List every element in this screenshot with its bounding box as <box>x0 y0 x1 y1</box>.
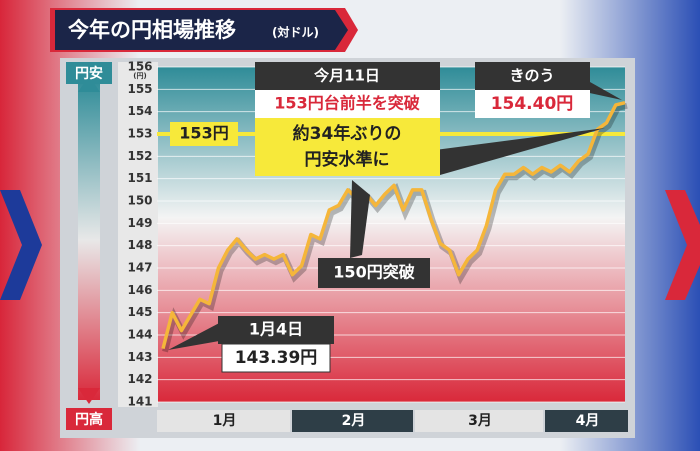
side-arrow <box>78 80 100 400</box>
y-tick-label: 145 <box>127 305 152 319</box>
x-tick-label: 2月 <box>342 413 366 429</box>
right-chevron <box>665 190 700 300</box>
callout-box <box>218 316 334 344</box>
x-tick-label: 4月 <box>576 413 600 429</box>
annotation: 円安水準に <box>305 149 390 170</box>
y-tick-label: 143 <box>127 350 152 364</box>
annotation: 143.39円 <box>235 348 318 368</box>
left-chevron <box>0 190 42 300</box>
title-box <box>55 10 348 50</box>
annotation: 約34年ぶりの <box>293 123 402 144</box>
callout-box <box>475 90 590 118</box>
annotation: 150円突破 <box>333 263 414 282</box>
callout-pointer <box>350 180 370 258</box>
y-unit: (円) <box>133 72 146 80</box>
line <box>161 101 626 350</box>
y-tick-label: 147 <box>127 261 152 275</box>
annotation: 154.40円 <box>491 94 574 114</box>
y-tick-label: 142 <box>127 372 152 386</box>
month-band <box>545 410 628 432</box>
bottom-label: 円高 <box>75 411 103 428</box>
y-tick-label: 154 <box>127 104 152 118</box>
y-tick-label: 151 <box>127 171 152 185</box>
callout-pointer <box>168 320 225 350</box>
top-label-box <box>66 62 112 84</box>
month-band <box>292 410 413 432</box>
annotation: きのう <box>509 67 554 85</box>
y-tick-label: 152 <box>127 149 152 163</box>
annotation: 今月11日 <box>313 67 380 85</box>
callout-pointer <box>585 82 622 100</box>
x-tick-label: 3月 <box>468 413 492 429</box>
y-tick-label: 155 <box>127 82 152 96</box>
callout-box <box>318 258 430 288</box>
annotation: 1月4日 <box>249 320 303 339</box>
callout-box <box>255 62 440 90</box>
y-tick-label: 156 <box>127 60 152 74</box>
reference-label: 153円 <box>179 124 228 143</box>
callout-box <box>255 118 440 176</box>
annotation: 153円台前半を突破 <box>274 94 419 113</box>
y-tick-label: 150 <box>127 194 152 208</box>
y-tick-label: 141 <box>127 395 152 409</box>
y-axis-strip <box>118 62 158 407</box>
top-label: 円安 <box>75 65 103 82</box>
x-tick-label: 1月 <box>213 413 237 429</box>
month-band <box>157 410 290 432</box>
callout-box <box>255 90 440 118</box>
y-tick-label: 144 <box>127 328 152 342</box>
callout-pointer <box>435 128 605 175</box>
bottom-label-box <box>66 408 112 430</box>
y-tick-label: 146 <box>127 283 152 297</box>
y-tick-label: 149 <box>127 216 152 230</box>
callout-box <box>475 62 590 90</box>
month-band <box>415 410 543 432</box>
callout-box <box>221 343 331 373</box>
chart-title: 今年の円相場推移 <box>68 18 236 42</box>
y-tick-label: 153 <box>127 127 152 141</box>
y-tick-label: 148 <box>127 238 152 252</box>
chart-subtitle: (対ドル) <box>272 25 319 40</box>
arrow-head <box>78 388 100 404</box>
reference-label-box <box>170 122 238 146</box>
